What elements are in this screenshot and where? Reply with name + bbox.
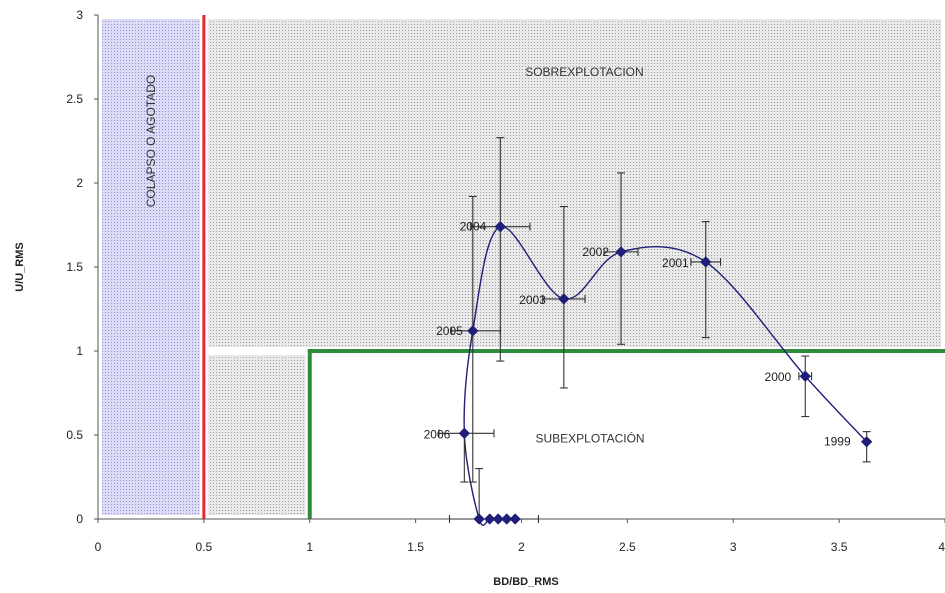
green-limit-line [307,349,945,519]
ticks-layer: 0 0.5 1 1.5 2 2.5 3 3.5 4 0 0.5 1 1.5 2 2.5 3 [66,8,945,554]
data-point-2001 [700,256,712,268]
point-label-2003: 2003 [519,293,546,307]
data-point-unlabeled-11 [501,513,513,525]
x-tick-label-3: 3 [730,540,737,554]
region-colapso-o-agotado [102,19,200,515]
x-tick-label-2: 2 [518,540,525,554]
point-label-2000: 2000 [765,370,792,384]
x-tick-label-1: 1 [306,540,313,554]
data-point-2004 [494,221,506,233]
x-tick-label-2-5: 2.5 [619,540,636,554]
data-point-2006 [458,427,470,439]
y-axis-title: U/U_RMS [14,242,26,292]
region-band-2 [207,355,306,515]
y-tick-label-2-5: 2.5 [66,92,83,106]
data-point-2003 [558,293,570,305]
region-label-sobrexplotacion: SOBREXPLOTACION [525,65,643,79]
y-tick-label-1-5: 1.5 [66,260,83,274]
point-label-2002: 2002 [582,245,609,259]
reference-lines-layer [202,15,945,519]
point-label-2001: 2001 [662,256,689,270]
data-point-2000 [799,370,811,382]
x-tick-label-3-5: 3.5 [831,540,848,554]
data-point-2002 [615,246,627,258]
data-point-1999 [860,436,873,448]
y-tick-label-2: 2 [76,176,83,190]
region-sobrexplotacion [207,19,941,347]
x-tick-label-0-5: 0.5 [196,540,213,554]
y-tick-label-1: 1 [76,344,83,358]
y-tick-label-3: 3 [76,8,83,22]
y-tick-label-0: 0 [76,512,83,526]
x-tick-label-1-5: 1.5 [407,540,424,554]
regions-layer [102,19,945,519]
region-label-colapso-o-agotado: COLAPSO O AGOTADO [144,75,158,207]
data-point-2005 [467,325,479,337]
point-label-2005: 2005 [436,324,463,338]
region-label-subexplotacion: SUBEXPLOTACIÓN [535,430,644,445]
region-subexplotacion [309,351,945,519]
point-label-2006: 2006 [424,427,451,441]
x-tick-label-4: 4 [938,540,945,554]
y-tick-label-0-5: 0.5 [66,428,83,442]
point-label-1999: 1999 [824,435,851,449]
x-tick-label-0: 0 [95,540,102,554]
series-layer [438,137,873,526]
data-point-unlabeled-10 [492,513,504,525]
point-label-2004: 2004 [460,220,487,234]
data-point-unlabeled-9 [484,513,496,525]
data-point-unlabeled-8 [473,513,485,525]
x-axis-title: BD/BD_RMS [493,576,558,588]
labels-layer: COLAPSO O AGOTADO SOBREXPLOTACION SUBEXPLO… [144,65,851,449]
